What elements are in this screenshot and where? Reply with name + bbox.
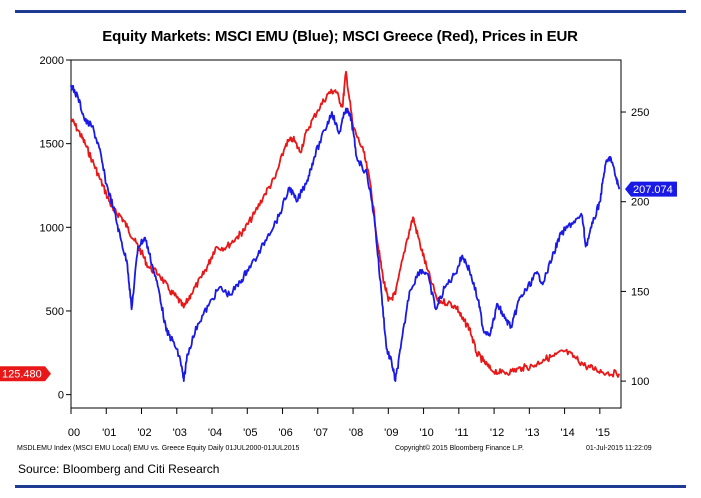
right-axis-tick-label: 150: [631, 286, 649, 298]
x-axis-tick-label: '12: [490, 427, 504, 439]
chart-title: Equity Markets: MSCI EMU (Blue); MSCI Gr…: [102, 28, 578, 45]
left-axis-tick-label: 1500: [40, 139, 64, 151]
bottom-rule: [15, 485, 686, 488]
x-axis-tick-label: '03: [173, 427, 187, 439]
footer-timestamp: 01-Jul-2015 11:22:09: [586, 445, 652, 452]
x-axis-tick-label: '06: [278, 427, 292, 439]
x-axis-tick-label: '05: [243, 427, 257, 439]
left-axis-tick-label: 500: [46, 306, 64, 318]
x-axis-tick-label: '10: [419, 427, 433, 439]
badge-shape: [0, 366, 51, 382]
series-line-msci-emu: [70, 84, 621, 382]
source-note: Source: Bloomberg and Citi Research: [18, 462, 220, 476]
x-axis-tick-label: 00: [68, 427, 80, 439]
right-axis-tick-label: 250: [631, 107, 649, 119]
series-line-msci-greece: [70, 70, 621, 378]
x-axis-tick-label: '11: [455, 427, 469, 439]
plot-frame: [70, 59, 622, 409]
x-axis-tick-label: '09: [384, 427, 398, 439]
x-axis-tick-label: '14: [560, 427, 574, 439]
top-rule: [15, 10, 686, 13]
badge-shape: [625, 181, 677, 197]
last-value-badge-msci-emu: 207.074: [625, 181, 677, 197]
x-axis-tick-label: '08: [349, 427, 363, 439]
x-axis-tick-label: '13: [525, 427, 539, 439]
x-axis-tick-label: '04: [208, 427, 222, 439]
badge-value: 125.480: [2, 369, 42, 381]
right-axis-tick-label: 200: [631, 197, 649, 209]
left-axis-tick-label: 2000: [40, 55, 64, 67]
x-axis-tick-label: '15: [596, 427, 610, 439]
footer-index-info: MSDLEMU Index (MSCI EMU Local) EMU vs. G…: [17, 445, 300, 452]
footer-copyright: Copyright© 2015 Bloomberg Finance L.P.: [395, 445, 524, 452]
x-axis-tick-label: '02: [137, 427, 151, 439]
badge-value: 207.074: [633, 184, 673, 196]
left-axis-tick-label: 1000: [40, 222, 64, 234]
x-axis-tick-label: '07: [314, 427, 328, 439]
x-axis-tick-label: '01: [102, 427, 116, 439]
right-axis-tick-label: 100: [631, 376, 649, 388]
left-axis-tick-label: 0: [58, 390, 64, 402]
last-value-badge-msci-greece: 125.480: [0, 366, 51, 382]
